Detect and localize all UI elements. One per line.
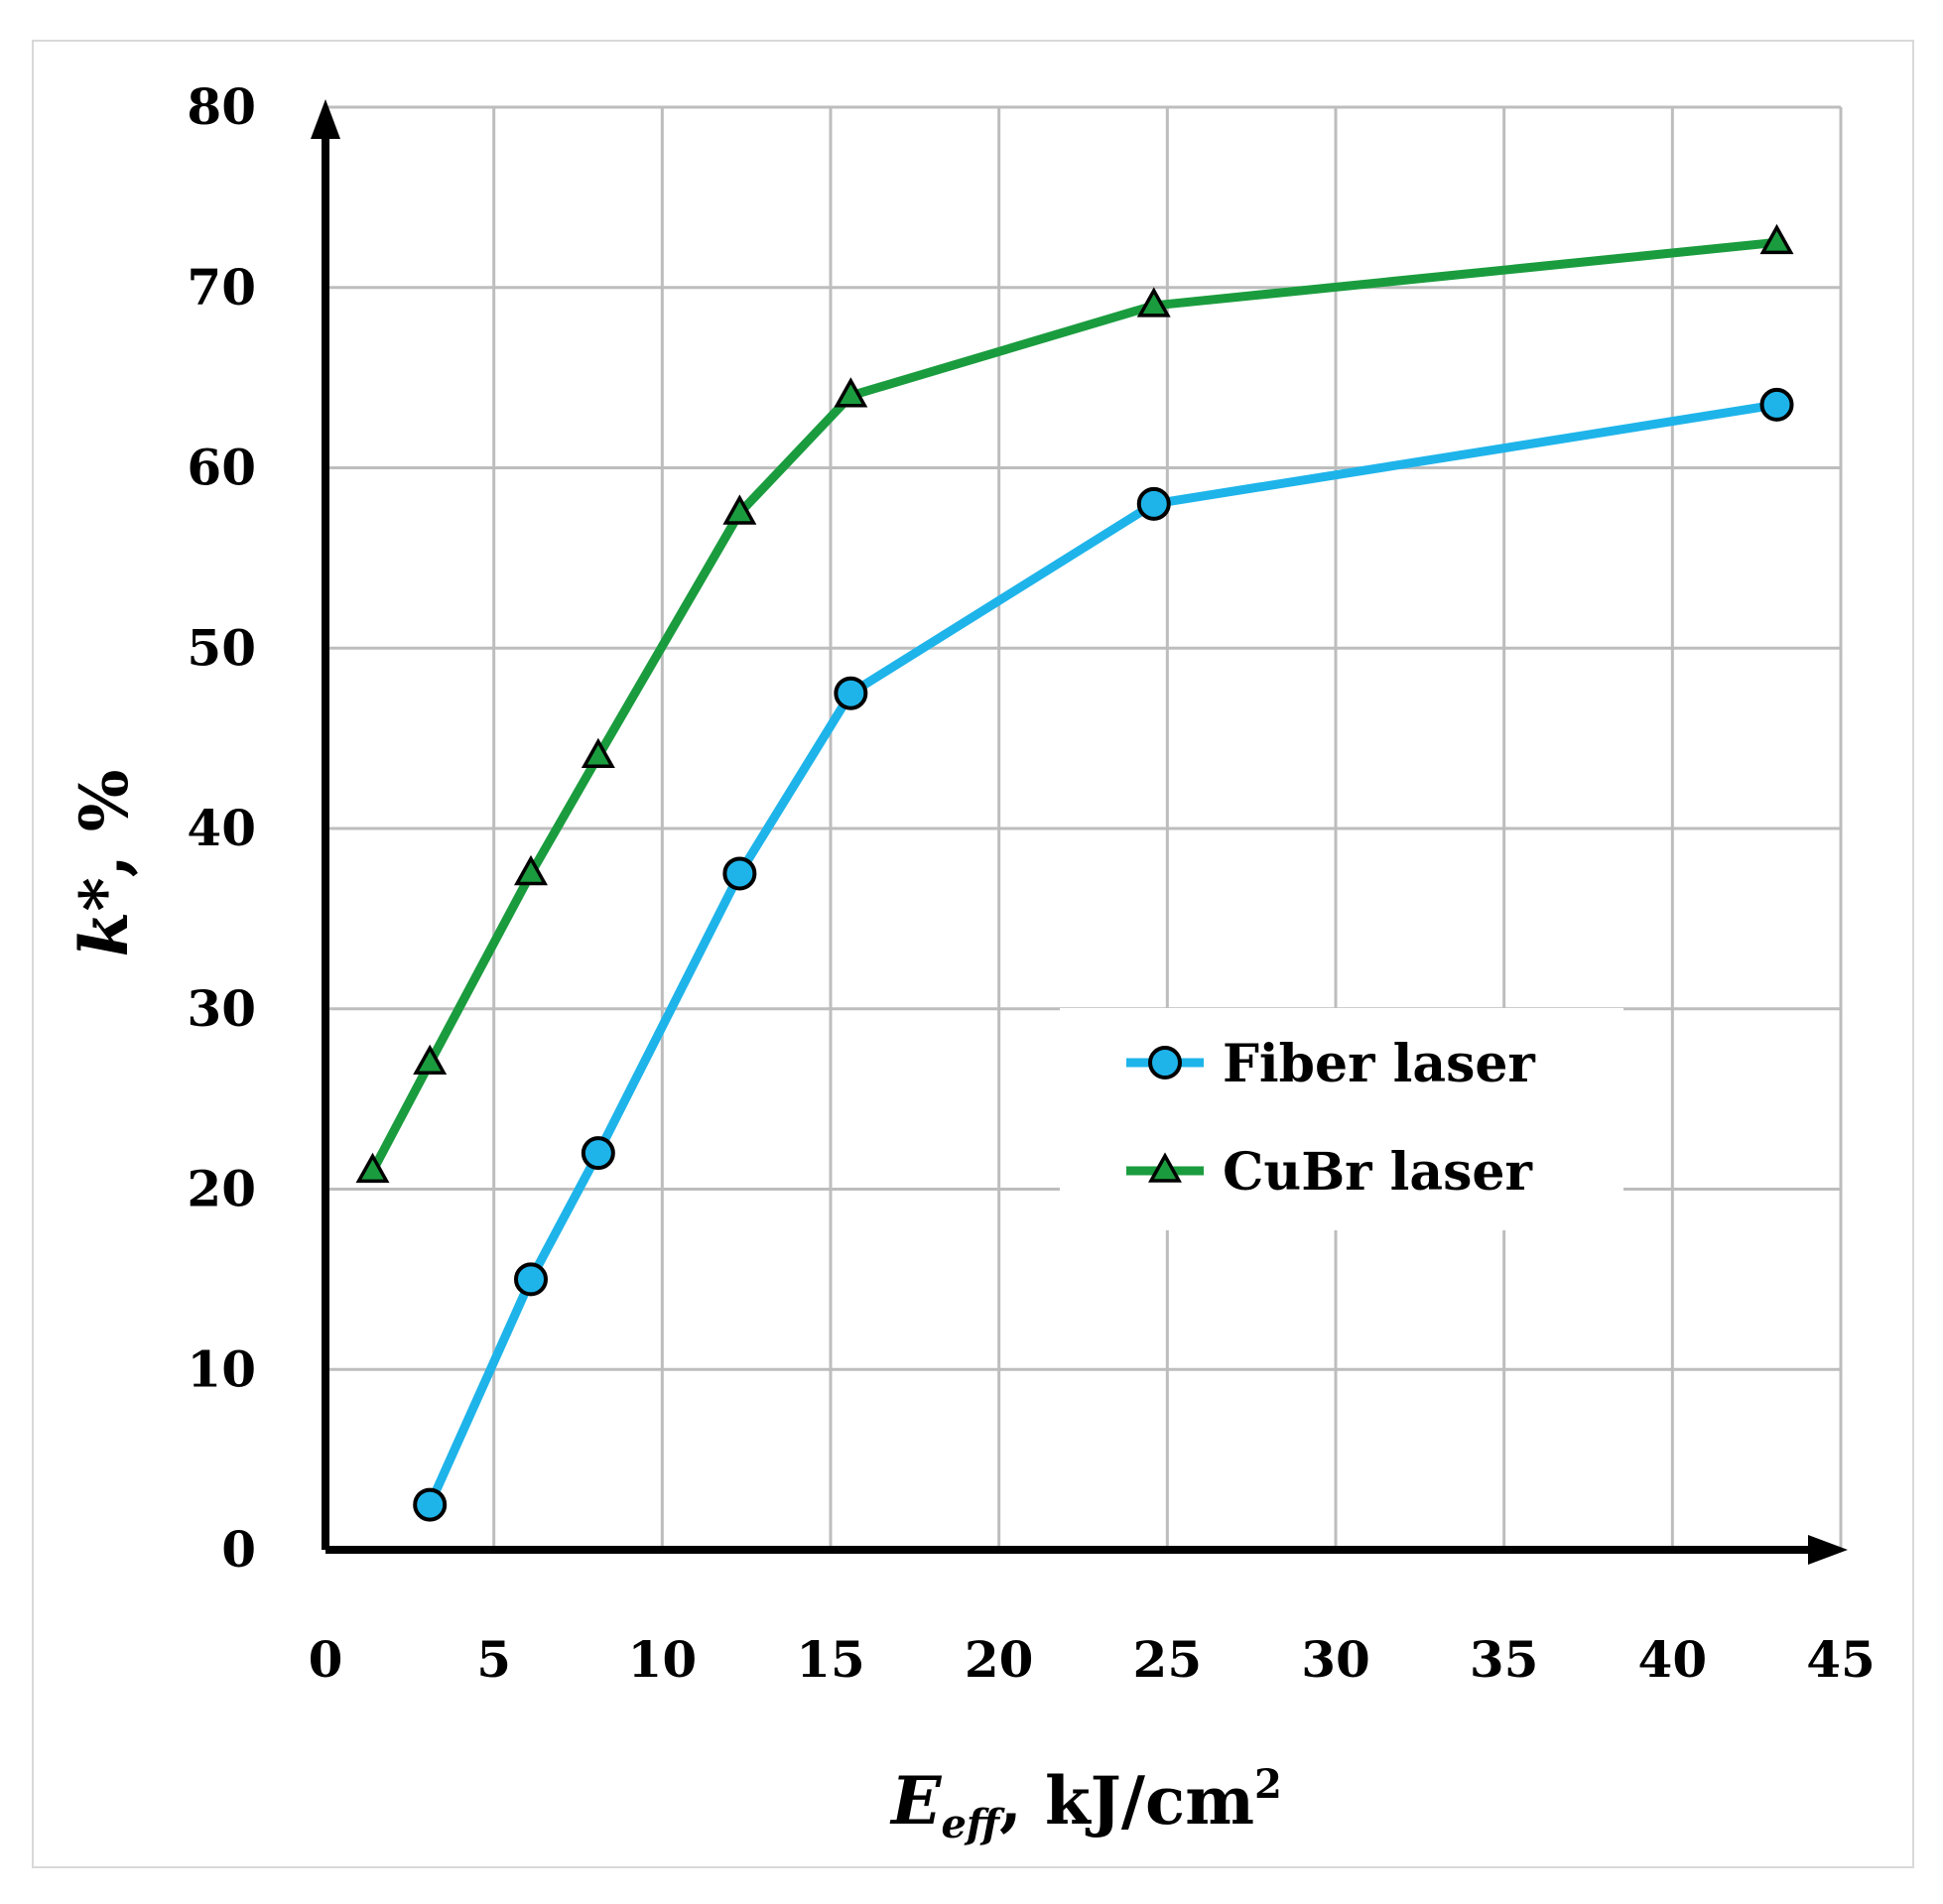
series-fiber <box>413 387 1794 1522</box>
series-line-fiber <box>425 400 1782 1510</box>
y-axis-arrow <box>311 99 340 139</box>
axes <box>311 99 1848 1565</box>
x-tick-label-1: 5 <box>476 1630 511 1689</box>
series-group <box>355 223 1794 1522</box>
x-tick-label-0: 0 <box>309 1630 343 1689</box>
y-tick-label-8: 80 <box>187 77 256 136</box>
y-tick-label-2: 20 <box>187 1160 256 1218</box>
legend: Fiber laser CuBr laser <box>1060 1008 1623 1230</box>
x-tick-label-4: 20 <box>965 1630 1034 1689</box>
y-tick-label-4: 40 <box>187 799 256 857</box>
legend-box <box>1060 1008 1623 1230</box>
point-fiber-2 <box>581 1136 615 1171</box>
x-tick-label-7: 35 <box>1470 1630 1539 1689</box>
x-tick-label-8: 40 <box>1638 1630 1708 1689</box>
y-tick-label-5: 50 <box>187 618 256 677</box>
legend-label-cubr: CuBr laser <box>1223 1142 1532 1203</box>
y-axis-title-main: k <box>65 912 143 957</box>
grid <box>325 105 1843 1550</box>
point-cubr-3 <box>581 737 615 769</box>
legend-marker-cubr <box>1148 1152 1182 1183</box>
legend-item-cubr: CuBr laser <box>1126 1142 1532 1203</box>
point-cubr-6 <box>1136 287 1171 317</box>
y-tick-label-6: 60 <box>187 439 256 497</box>
point-fiber-1 <box>513 1262 548 1297</box>
legend-marker-fiber <box>1148 1046 1182 1079</box>
y-axis-title-rest: *, % <box>65 770 143 912</box>
x-axis-title-unit: , kJ/cm <box>999 1762 1254 1840</box>
x-tick-label-9: 45 <box>1806 1630 1876 1689</box>
series-line-cubr <box>368 237 1782 1176</box>
legend-item-fiber: Fiber laser <box>1126 1034 1535 1094</box>
point-cubr-2 <box>514 854 548 886</box>
x-axis-title-main: E <box>889 1762 943 1840</box>
x-tick-label-2: 10 <box>628 1630 698 1689</box>
x-axis-title: Eeff, kJ/cm2 <box>889 1761 1282 1847</box>
point-cubr-7 <box>1759 223 1794 255</box>
y-tick-label-7: 70 <box>187 258 256 317</box>
x-tick-labels: 0 5 10 15 20 25 30 35 40 45 <box>309 1630 1876 1689</box>
y-tick-label-3: 30 <box>187 979 256 1038</box>
point-fiber-3 <box>722 856 757 891</box>
series-cubr <box>355 223 1794 1184</box>
x-axis-arrow <box>1808 1535 1848 1565</box>
y-tick-label-0: 0 <box>221 1520 256 1579</box>
x-tick-label-3: 15 <box>796 1630 865 1689</box>
y-tick-label-1: 10 <box>187 1339 256 1398</box>
x-tick-label-5: 25 <box>1133 1630 1203 1689</box>
legend-label-fiber: Fiber laser <box>1223 1034 1535 1094</box>
point-fiber-5 <box>1136 486 1171 521</box>
point-fiber-6 <box>1759 387 1794 422</box>
x-axis-title-sub: eff <box>941 1801 1004 1847</box>
point-cubr-1 <box>413 1044 448 1076</box>
figure-frame <box>32 40 1914 1868</box>
point-fiber-4 <box>834 676 868 710</box>
point-cubr-0 <box>355 1152 390 1184</box>
x-axis-title-sup: 2 <box>1254 1761 1282 1808</box>
x-tick-label-6: 30 <box>1301 1630 1370 1689</box>
point-cubr-5 <box>834 377 868 408</box>
point-cubr-4 <box>722 494 757 525</box>
y-axis-title: k*, % <box>65 770 143 957</box>
point-fiber-0 <box>413 1487 448 1522</box>
y-tick-labels: 0 10 20 30 40 50 60 70 80 <box>187 77 256 1579</box>
